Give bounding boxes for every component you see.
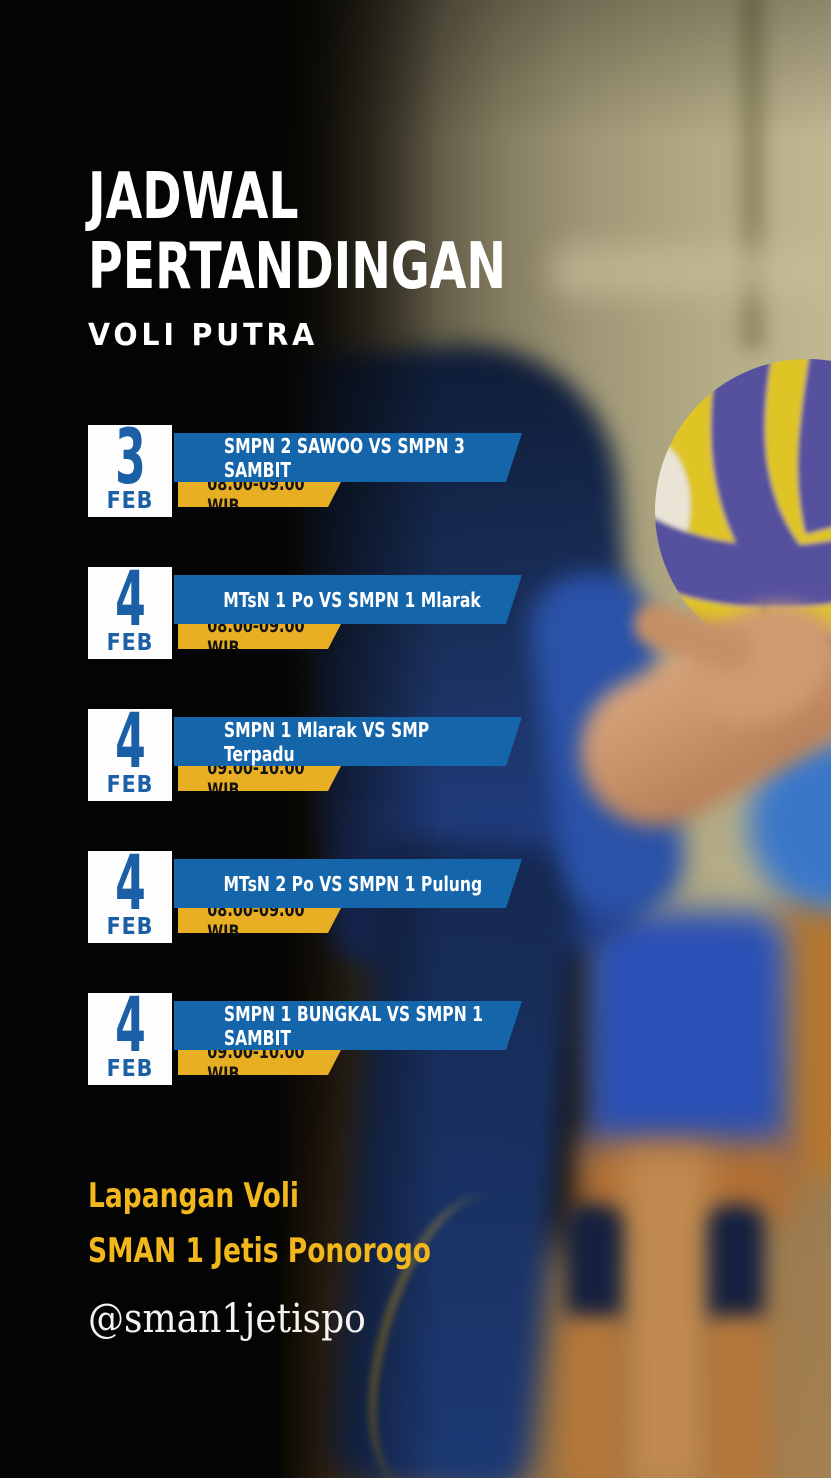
date-day: 4 <box>114 980 146 1069</box>
match-banner: MTsN 1 Po VS SMPN 1 Mlarak <box>174 575 522 624</box>
match-banner: SMPN 1 Mlarak VS SMP Terpadu <box>174 717 522 766</box>
venue-line1: Lapangan Voli <box>88 1176 300 1216</box>
date-month: FEB <box>106 772 154 798</box>
schedule-entry: MTsN 1 Po VS SMPN 1 Mlarak 08.00-09.00 W… <box>88 561 548 659</box>
date-day: 4 <box>114 554 146 643</box>
date-box: 4 FEB <box>88 703 172 801</box>
date-month: FEB <box>106 630 154 656</box>
match-banner: MTsN 2 Po VS SMPN 1 Pulung <box>174 859 522 908</box>
schedule-entry: MTsN 2 Po VS SMPN 1 Pulung 08.00-09.00 W… <box>88 845 548 943</box>
schedule-entry: SMPN 2 SAWOO VS SMPN 3 SAMBIT 08.00-09.0… <box>88 419 548 517</box>
match-label: MTsN 1 Po VS SMPN 1 Mlarak <box>223 587 481 612</box>
time-banner: 08.00-09.00 WIB <box>178 908 341 933</box>
match-banner: SMPN 2 SAWOO VS SMPN 3 SAMBIT <box>174 433 522 482</box>
date-day: 3 <box>114 412 146 501</box>
date-day: 4 <box>114 696 146 785</box>
date-month: FEB <box>106 488 154 514</box>
schedule-entry: SMPN 1 Mlarak VS SMP Terpadu 09.00-10.00… <box>88 703 548 801</box>
match-label: SMPN 2 SAWOO VS SMPN 3 SAMBIT <box>223 433 465 482</box>
time-banner: 09.00-10.00 WIB <box>178 766 341 791</box>
time-banner: 08.00-09.00 WIB <box>178 482 341 507</box>
poster-subtitle: VOLI PUTRA <box>88 318 318 353</box>
date-box: 4 FEB <box>88 845 172 943</box>
date-month: FEB <box>106 914 154 940</box>
schedule-entry: SMPN 1 BUNGKAL VS SMPN 1 SAMBIT 09.00-10… <box>88 987 548 1085</box>
time-banner: 09.00-10.00 WIB <box>178 1050 341 1075</box>
date-box: 4 FEB <box>88 561 172 659</box>
instagram-handle: @sman1jetispo <box>88 1296 366 1342</box>
date-box: 3 FEB <box>88 419 172 517</box>
time-banner: 08.00-09.00 WIB <box>178 624 341 649</box>
poster-title: JADWAL PERTANDINGAN <box>88 162 653 302</box>
date-day: 4 <box>114 838 146 927</box>
date-month: FEB <box>106 1056 154 1082</box>
match-label: SMPN 1 BUNGKAL VS SMPN 1 SAMBIT <box>223 1001 484 1050</box>
poster-title-line1: JADWAL <box>88 160 299 234</box>
match-banner: SMPN 1 BUNGKAL VS SMPN 1 SAMBIT <box>174 1001 522 1050</box>
venue-info: Lapangan Voli SMAN 1 Jetis Ponorogo <box>88 1169 528 1279</box>
venue-line2: SMAN 1 Jetis Ponorogo <box>88 1231 432 1271</box>
poster-title-line2: PERTANDINGAN <box>88 230 507 304</box>
date-box: 4 FEB <box>88 987 172 1085</box>
match-label: MTsN 2 Po VS SMPN 1 Pulung <box>223 871 483 896</box>
match-label: SMPN 1 Mlarak VS SMP Terpadu <box>223 717 430 766</box>
